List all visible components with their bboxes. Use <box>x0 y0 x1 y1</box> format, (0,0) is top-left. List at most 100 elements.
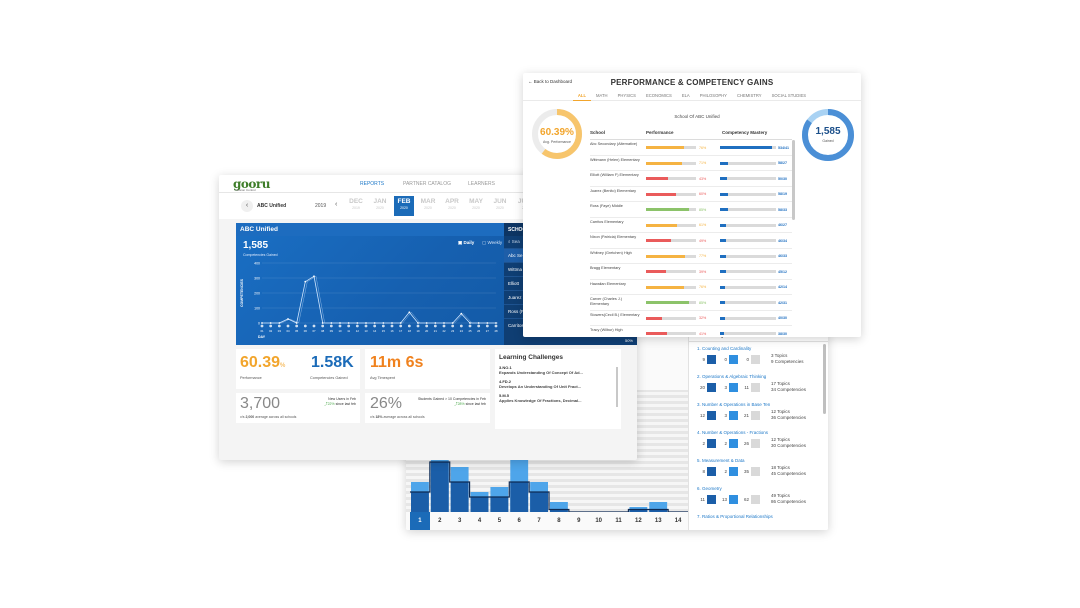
competencies-point[interactable] <box>347 322 350 324</box>
school-performance-row[interactable]: Wittmann (Helen) Elementary 71% 58/27 <box>590 156 792 171</box>
histogram-x-tick[interactable]: 11 <box>615 518 622 524</box>
histogram-bar-dark[interactable] <box>530 492 548 512</box>
histogram-bar-dark[interactable] <box>510 482 529 512</box>
competencies-point[interactable] <box>278 322 281 324</box>
proficiency-item[interactable]: 2. Operations & Algebraic Thinking 20 3 11 1… <box>689 370 828 398</box>
tab-math[interactable]: MATH <box>596 93 608 98</box>
learning-challenges-scrollbar[interactable] <box>616 367 618 407</box>
competencies-point[interactable] <box>477 322 480 324</box>
school-performance-row[interactable]: Nixon (Patricia) Elementary 49% 46/34 <box>590 233 792 249</box>
school-performance-row[interactable]: Ross (Faye) Middle 85% 58/33 <box>590 202 792 218</box>
histogram-bar-dark[interactable] <box>490 497 509 512</box>
tab-physics[interactable]: PHYSICS <box>617 93 636 98</box>
competencies-point[interactable] <box>434 322 437 324</box>
school-performance-row[interactable]: Juarez (Benito) Elementary 60% 58/19 <box>590 187 792 202</box>
proficiency-item[interactable]: 3. Number & Operations in Base Ten 12 3 21 1… <box>689 398 828 426</box>
month-jan[interactable]: JAN 2020 <box>370 196 390 216</box>
school-performance-row[interactable]: Abc Secondary (Alternative) 76% 534/41 <box>590 140 792 156</box>
month-may[interactable]: MAY 2020 <box>466 196 486 216</box>
month-jun[interactable]: JUN 2020 <box>490 196 510 216</box>
histogram-x-tick[interactable]: 3 <box>457 518 462 524</box>
histogram-bar-dark[interactable] <box>470 497 489 512</box>
competencies-point[interactable] <box>339 322 341 324</box>
histogram-x-tick[interactable]: 12 <box>635 518 642 524</box>
proficiency-item[interactable]: 6. Geometry 11 13 62 49 Topics 86 Competencie… <box>689 482 828 510</box>
histogram-bar-dark[interactable] <box>629 509 648 513</box>
column-competency-mastery[interactable]: Competency Mastery <box>722 130 768 135</box>
performance-table-scrollbar[interactable] <box>792 140 795 220</box>
competencies-point[interactable] <box>486 322 489 324</box>
students-gained-card[interactable]: 26% v/s 18% average across all schools S… <box>365 393 490 423</box>
competencies-point[interactable] <box>391 322 393 324</box>
performance-card[interactable]: 60.39% Performance 1.58K Competencies Ga… <box>236 349 360 389</box>
competencies-point[interactable] <box>408 311 411 314</box>
tab-economics[interactable]: ECONOMICS <box>645 93 672 98</box>
histogram-bar-dark[interactable] <box>649 509 668 513</box>
month-apr[interactable]: APR 2020 <box>442 196 462 216</box>
proficiency-item[interactable]: 1. Counting and Cardinality 9 0 0 3 Topics 9 … <box>689 342 828 370</box>
gooru-logo[interactable]: gooru <box>233 177 270 191</box>
competencies-point[interactable] <box>287 318 289 320</box>
competencies-point[interactable] <box>261 322 263 324</box>
proficiency-item-title[interactable]: 2. Operations & Algebraic Thinking <box>697 374 767 379</box>
learning-challenge-item[interactable]: 5.M.5 Applies Knowledge Of Fractions, Dec… <box>495 389 621 403</box>
competencies-point[interactable] <box>356 322 359 324</box>
histogram-x-tick[interactable]: 5 <box>497 518 502 524</box>
histogram-bar-dark[interactable] <box>550 509 568 513</box>
competencies-point[interactable] <box>469 322 471 324</box>
competencies-point[interactable] <box>495 322 497 324</box>
school-search-input[interactable]: ⌕ Sea <box>508 239 520 244</box>
school-performance-row[interactable]: Hawaiian Elementary 76% 42/14 <box>590 280 792 295</box>
school-performance-row[interactable]: Whitney (Gretchen) High 77% 46/33 <box>590 249 792 264</box>
histogram-bar-dark[interactable] <box>450 482 469 512</box>
histogram-x-tick[interactable]: 7 <box>537 518 541 524</box>
learning-challenge-item[interactable]: 3.NO.1 Expands Understanding Of Concept O… <box>495 361 621 375</box>
school-performance-row[interactable]: Carver (Charles J.) Elementary 85% 42/31 <box>590 295 792 311</box>
histogram-x-tick[interactable]: 6 <box>517 518 521 524</box>
proficiency-item-title[interactable]: 1. Counting and Cardinality <box>697 346 752 351</box>
back-arrow-icon[interactable]: ‹ <box>241 200 253 212</box>
toggle-daily[interactable]: ▣ Daily <box>458 240 475 245</box>
competencies-point[interactable] <box>330 322 333 324</box>
competencies-point[interactable] <box>373 322 376 324</box>
proficiency-item-title[interactable]: 4. Number & Operations - Fractions <box>697 430 769 435</box>
proficiency-item[interactable]: 4. Number & Operations - Fractions 2 2 26 12… <box>689 426 828 454</box>
proficiency-scrollbar[interactable] <box>823 344 826 414</box>
chevron-left-icon[interactable]: ‹ <box>335 201 338 208</box>
histogram-x-tick[interactable]: 1 <box>410 512 430 530</box>
competencies-point[interactable] <box>365 322 367 324</box>
histogram-x-tick[interactable]: 14 <box>674 518 682 524</box>
month-feb[interactable]: FEB 2020 <box>394 196 414 216</box>
back-to-dashboard-link[interactable]: ← Back to Dashboard <box>528 79 573 84</box>
nav-learners[interactable]: LEARNERS <box>468 181 495 187</box>
histogram-x-tick[interactable]: 8 <box>557 518 561 524</box>
school-performance-row[interactable]: Bragg Elementary 39% 45/12 <box>590 264 792 280</box>
proficiency-item[interactable]: 5. Measurement & Data 8 2 35 18 Topics 45 Com… <box>689 454 828 482</box>
tab-ela[interactable]: ELA <box>681 93 690 98</box>
histogram-bar-dark[interactable] <box>430 462 449 512</box>
nav-partner-catalog[interactable]: PARTNER CATALOG <box>403 181 451 187</box>
month-dec[interactable]: DEC 2019 <box>346 196 366 216</box>
histogram-x-tick[interactable]: 13 <box>654 518 662 524</box>
toggle-weekly[interactable]: ▢ Weekly <box>482 240 503 245</box>
month-mar[interactable]: MAR 2020 <box>418 196 438 216</box>
histogram-x-tick[interactable]: 9 <box>577 518 581 524</box>
proficiency-item[interactable]: 7. Ratios & Proportional Relationships <box>689 510 828 530</box>
school-performance-row[interactable]: Tracy (Wilbur) High 41% 38/30 <box>590 326 792 337</box>
competencies-point[interactable] <box>304 280 307 283</box>
competencies-point[interactable] <box>460 312 463 315</box>
histogram-bar-dark[interactable] <box>411 492 429 512</box>
competencies-point[interactable] <box>443 322 445 324</box>
timespent-card[interactable]: 11m 6s Avg Timespent <box>365 349 490 389</box>
histogram-bar-light[interactable] <box>550 502 568 512</box>
competencies-point[interactable] <box>295 322 298 324</box>
competencies-point[interactable] <box>382 322 385 324</box>
competencies-point[interactable] <box>269 322 272 324</box>
competencies-point[interactable] <box>321 322 324 324</box>
school-performance-row[interactable]: Elliott (William F) Elementary 43% 50/30 <box>590 171 792 187</box>
histogram-x-tick[interactable]: 2 <box>438 518 442 524</box>
tab-all[interactable]: ALL <box>572 90 592 101</box>
competencies-point[interactable] <box>313 275 315 278</box>
histogram-bar-light[interactable] <box>649 502 668 512</box>
learning-challenge-item[interactable]: 4.FD.2 Develops An Understanding Of Unit … <box>495 375 621 389</box>
